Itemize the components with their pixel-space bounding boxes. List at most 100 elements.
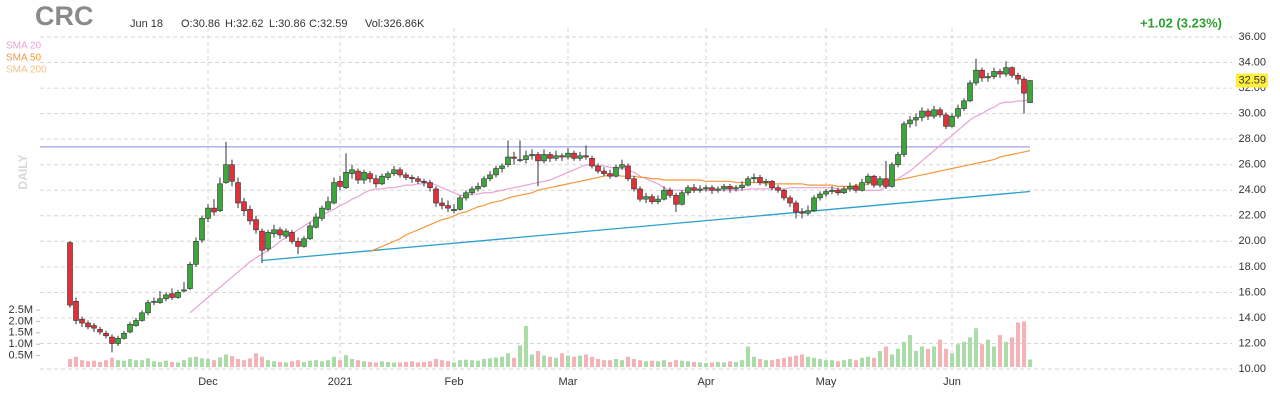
volume-bar [758, 359, 762, 367]
candle-body [583, 155, 589, 158]
candle-body [739, 184, 745, 188]
candle-body [175, 292, 181, 298]
labels: 10.00 12.00 14.00 16.00 18.00 20.00 22.00 24.00… [6, 31, 1268, 388]
volume-bar [338, 360, 342, 367]
candle-body [889, 164, 895, 187]
trendline [261, 190, 1031, 262]
volume-bar [344, 355, 348, 367]
volume-bar [122, 360, 126, 367]
candle-body [751, 177, 757, 180]
candle-body [943, 114, 949, 127]
volume-bar [392, 362, 396, 367]
candle-body [325, 201, 331, 210]
volume-bar [482, 359, 486, 367]
candle-body [439, 202, 445, 206]
volume-bar [710, 362, 714, 367]
candle-body [925, 110, 931, 117]
volume-bar [662, 360, 666, 367]
candle-body [685, 187, 691, 194]
legend-entry: SMA 20 [6, 41, 41, 52]
volume-bar [782, 357, 786, 367]
candle-body [991, 71, 997, 77]
volume-bar [974, 328, 978, 367]
candle-body [763, 180, 769, 183]
volume-bar [518, 345, 522, 367]
y-tick-label: 22.00 [1238, 210, 1266, 222]
candle-body [931, 109, 937, 117]
volume-bar [836, 361, 840, 367]
candle-body [193, 241, 199, 265]
volume-bar [356, 360, 360, 367]
y-tick-label: 14.00 [1238, 312, 1266, 324]
volume-bar [194, 356, 198, 367]
volume-tick-label: 1.5M [9, 327, 33, 339]
volume-bar [428, 361, 432, 367]
volume-bar [752, 356, 756, 367]
candle-body [703, 187, 709, 190]
candle-body [793, 202, 799, 213]
volume-bar [278, 361, 282, 367]
volume-bar [818, 359, 822, 367]
candle-body [247, 209, 253, 222]
candle-body [757, 177, 763, 183]
volume-bar [680, 360, 684, 367]
candle-body [625, 165, 631, 180]
volume-bar [1016, 322, 1020, 367]
volume-bar [224, 354, 228, 367]
volume-bar [728, 361, 732, 367]
candle-body [259, 230, 265, 251]
volume-bar [638, 360, 642, 367]
candle-body [619, 164, 625, 168]
volume-bar [620, 360, 624, 367]
volume-bar [608, 360, 612, 367]
candle-body [817, 193, 823, 199]
candle-body [331, 182, 337, 204]
candle-body [553, 155, 559, 159]
candle-body [499, 165, 505, 169]
candle-body [145, 302, 151, 314]
candle-body [349, 169, 355, 174]
y-tick-label: 12.00 [1238, 337, 1266, 349]
candle-body [571, 152, 577, 159]
candle-body [643, 196, 649, 200]
volume-bar [932, 346, 936, 367]
quote-volume: Vol:326.86K [365, 18, 425, 30]
volume-bar [914, 351, 918, 367]
candle-body [979, 69, 985, 79]
y-tick-label: 28.00 [1238, 133, 1266, 145]
change: +1.02 (3.23%) [1140, 15, 1222, 30]
volume-bar [128, 359, 132, 367]
volume-bar [242, 360, 246, 367]
candle-body [595, 165, 601, 172]
volume-bar [332, 356, 336, 367]
volume-bar [878, 351, 882, 367]
volume-bar [302, 361, 306, 367]
candle-body [187, 263, 193, 289]
volume-bar [794, 355, 798, 367]
candle-body [961, 100, 967, 109]
volume-bar [698, 362, 702, 367]
candle-body [181, 289, 187, 292]
volume-bar [908, 335, 912, 367]
candle-body [733, 187, 739, 190]
candle-body [601, 170, 607, 174]
candle-body [409, 177, 415, 180]
volume-bar [656, 361, 660, 367]
volume-bar [824, 360, 828, 367]
candle-body [169, 293, 175, 298]
volume-bar [860, 357, 864, 367]
y-tick-label: 16.00 [1238, 286, 1266, 298]
volume-bar [1010, 337, 1014, 367]
volume-bar [374, 362, 378, 367]
candle-body [391, 169, 397, 174]
candle-body [205, 207, 211, 219]
volume-tick-label: 0.5M [9, 350, 33, 362]
candle-body [67, 242, 73, 306]
candle-body [877, 178, 883, 186]
candle-body [805, 210, 811, 214]
y-tick-label: 26.00 [1238, 159, 1266, 171]
volume-bar [776, 359, 780, 367]
candle-body [133, 320, 139, 326]
candle-body [265, 232, 271, 250]
candle-body [1009, 67, 1015, 76]
